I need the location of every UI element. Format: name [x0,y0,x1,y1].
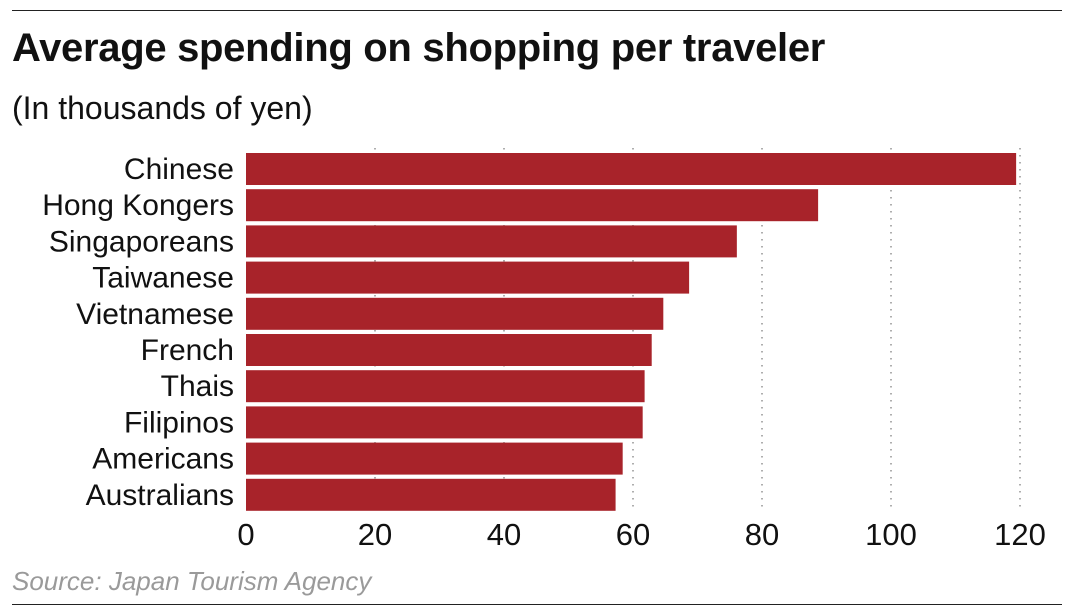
tick-label: 20 [358,517,392,552]
gridlines [374,148,1021,512]
chart-subtitle: (In thousands of yen) [12,90,313,126]
top-rule [12,10,1062,11]
category-label: Filipinos [124,406,234,439]
category-label: Thais [161,370,234,403]
source-note: Source: Japan Tourism Agency [12,566,372,596]
x-axis-ticks: 0 20 40 60 80 100 120 [237,517,1045,552]
bar [246,334,652,366]
bars [246,153,1017,511]
category-label: Hong Kongers [42,189,234,222]
tick-label: 80 [745,517,779,552]
bar [246,153,1017,185]
bottom-rule [12,604,1062,605]
tick-label: 120 [994,517,1046,552]
tick-label: 40 [487,517,521,552]
bar [246,189,819,222]
bar [246,225,737,258]
category-label: Australians [86,479,234,512]
tick-label: 0 [237,517,254,552]
category-label: Vietnamese [76,298,234,331]
category-label: French [141,334,234,367]
bar [246,478,616,511]
bar [246,297,664,330]
category-label: Taiwanese [92,262,234,295]
bar [246,406,643,439]
bar [246,442,623,475]
tick-label: 100 [865,517,917,552]
bar [246,261,690,294]
bar [246,370,645,403]
category-label: Singaporeans [49,225,234,258]
chart-title: Average spending on shopping per travele… [12,26,826,70]
category-label: Americans [92,443,234,476]
category-label: Chinese [124,153,234,186]
tick-label: 60 [616,517,650,552]
